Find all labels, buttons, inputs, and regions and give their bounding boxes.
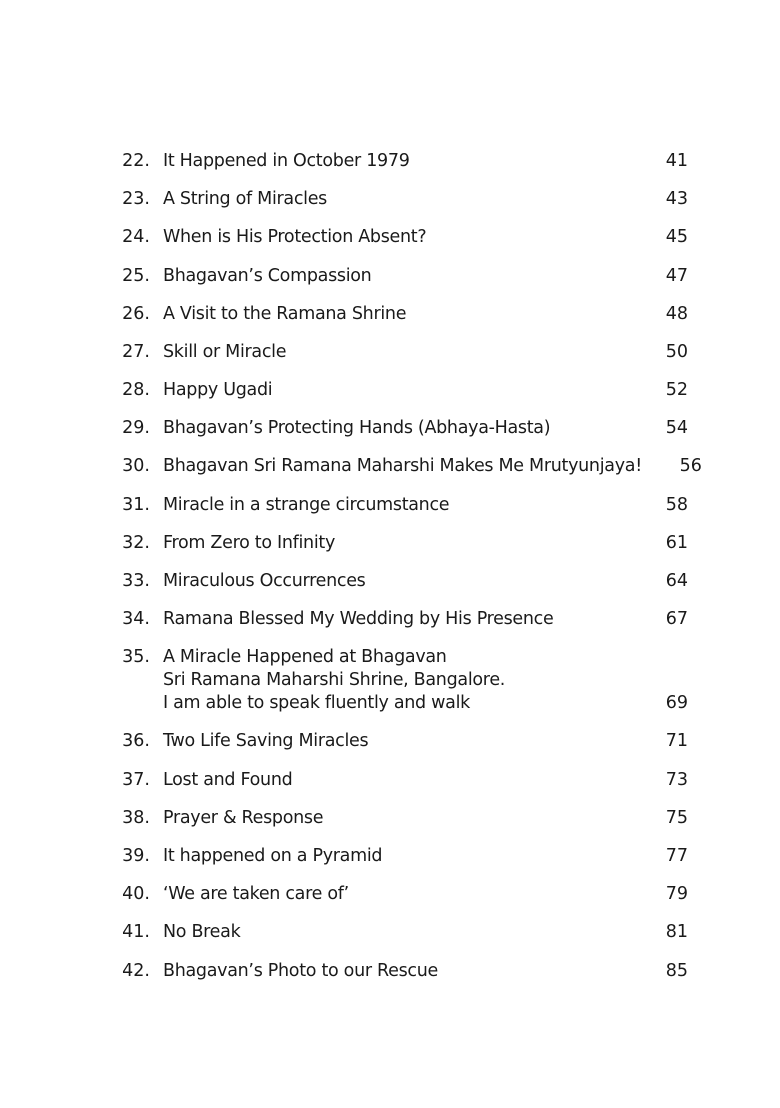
entry-number: 32. bbox=[122, 532, 150, 553]
entry-title: Two Life Saving Miracles bbox=[163, 731, 369, 752]
toc-entry: 33. Miraculous Occurrences 64 bbox=[100, 562, 688, 600]
toc-entry: 34. Ramana Blessed My Wedding by His Pres… bbox=[100, 600, 688, 638]
entry-page-number: 71 bbox=[665, 731, 688, 752]
toc-entry: 24. When is His Protection Absent? 45 bbox=[100, 218, 688, 256]
entry-number: 24. bbox=[122, 227, 150, 248]
entry-number: 38. bbox=[122, 807, 150, 828]
entry-title: A Visit to the Ramana Shrine bbox=[163, 303, 407, 324]
entry-title: Skill or Miracle bbox=[163, 341, 287, 362]
entry-title: Miraculous Occurrences bbox=[163, 571, 366, 592]
toc-entry: 25. Bhagavan’s Compassion 47 bbox=[100, 257, 688, 295]
entry-title: Bhagavan’s Compassion bbox=[163, 265, 372, 286]
entry-page-number: 75 bbox=[665, 807, 688, 828]
entry-page-number: 52 bbox=[665, 380, 688, 401]
entry-title: It happened on a Pyramid bbox=[163, 845, 383, 866]
toc-entry: 28. Happy Ugadi 52 bbox=[100, 371, 688, 409]
entry-number: 35. bbox=[122, 646, 150, 667]
entry-number: 31. bbox=[122, 494, 150, 515]
entry-number: 42. bbox=[122, 960, 150, 981]
toc-entry: 40. ‘We are taken care of’ 79 bbox=[100, 875, 688, 913]
entry-page-number: 67 bbox=[665, 609, 688, 630]
entry-number: 26. bbox=[122, 303, 150, 324]
entry-title: Miracle in a strange circumstance bbox=[163, 494, 450, 515]
entry-page-number: 77 bbox=[665, 845, 688, 866]
entry-page-number: 69 bbox=[665, 692, 688, 713]
entry-title: Lost and Found bbox=[163, 769, 293, 790]
toc-entry: 32. From Zero to Infinity 61 bbox=[100, 524, 688, 562]
entry-number: 28. bbox=[122, 380, 150, 401]
entry-number: 27. bbox=[122, 341, 150, 362]
entry-number: 22. bbox=[122, 150, 150, 171]
entry-title: Bhagavan Sri Ramana Maharshi Makes Me Mr… bbox=[163, 456, 642, 477]
entry-page-number: 43 bbox=[665, 189, 688, 210]
entry-title-line: Sri Ramana Maharshi Shrine, Bangalore. bbox=[163, 669, 506, 690]
entry-number: 25. bbox=[122, 265, 150, 286]
entry-number: 37. bbox=[122, 769, 150, 790]
toc-entry: 41. No Break 81 bbox=[100, 913, 688, 951]
toc-entry: 36. Two Life Saving Miracles 71 bbox=[100, 722, 688, 760]
entry-title: Happy Ugadi bbox=[163, 380, 273, 401]
entry-page-number: 48 bbox=[665, 303, 688, 324]
entry-page-number: 50 bbox=[665, 341, 688, 362]
entry-number: 23. bbox=[122, 189, 150, 210]
entry-page-number: 79 bbox=[665, 884, 688, 905]
entry-title: Prayer & Response bbox=[163, 807, 324, 828]
entry-number: 33. bbox=[122, 571, 150, 592]
entry-page-number: 85 bbox=[665, 960, 688, 981]
toc-entry: 26. A Visit to the Ramana Shrine 48 bbox=[100, 295, 688, 333]
entry-title: A Miracle Happened at Bhagavan Sri Ramana… bbox=[163, 638, 628, 722]
entry-title: A String of Miracles bbox=[163, 189, 328, 210]
entry-page-number: 81 bbox=[665, 922, 688, 943]
entry-number: 36. bbox=[122, 731, 150, 752]
entry-page-number: 73 bbox=[665, 769, 688, 790]
toc-entry: 39. It happened on a Pyramid 77 bbox=[100, 837, 688, 875]
entry-page-number: 47 bbox=[665, 265, 688, 286]
entry-title: Bhagavan’s Photo to our Rescue bbox=[163, 960, 438, 981]
entry-page-number: 58 bbox=[665, 494, 688, 515]
entry-title-line: I am able to speak fluently and walk bbox=[163, 692, 470, 713]
entry-number: 39. bbox=[122, 845, 150, 866]
toc-entry: 38. Prayer & Response 75 bbox=[100, 799, 688, 837]
entry-title: From Zero to Infinity bbox=[163, 532, 336, 553]
entry-number: 40. bbox=[122, 884, 150, 905]
entry-number: 41. bbox=[122, 922, 150, 943]
entry-page-number: 41 bbox=[665, 150, 688, 171]
entry-number: 34. bbox=[122, 609, 150, 630]
entry-title: ‘We are taken care of’ bbox=[163, 884, 349, 905]
toc-entry: 22. It Happened in October 1979 41 bbox=[100, 142, 688, 180]
toc-entry: 37. Lost and Found 73 bbox=[100, 761, 688, 799]
entry-title: It Happened in October 1979 bbox=[163, 150, 410, 171]
entry-number: 30. bbox=[122, 456, 150, 477]
entry-title: When is His Protection Absent? bbox=[163, 227, 427, 248]
toc-entry: 42. Bhagavan’s Photo to our Rescue 85 bbox=[100, 952, 688, 990]
entry-page-number: 56 bbox=[679, 456, 702, 477]
entry-page-number: 61 bbox=[665, 532, 688, 553]
entry-page-number: 64 bbox=[665, 571, 688, 592]
entry-page-number: 54 bbox=[665, 418, 688, 439]
toc-entry: 35. A Miracle Happened at Bhagavan Sri Ram… bbox=[100, 638, 688, 722]
toc-entry: 27. Skill or Miracle 50 bbox=[100, 333, 688, 371]
toc-entry: 23. A String of Miracles 43 bbox=[100, 180, 688, 218]
toc-entry: 30. Bhagavan Sri Ramana Maharshi Makes Me… bbox=[100, 448, 702, 486]
toc-entry: 29. Bhagavan’s Protecting Hands (Abhaya-H… bbox=[100, 409, 688, 447]
table-of-contents: 22. It Happened in October 1979 41 23. A Str… bbox=[100, 142, 702, 990]
entry-number: 29. bbox=[122, 418, 150, 439]
entry-title: Bhagavan’s Protecting Hands (Abhaya-Hast… bbox=[163, 418, 551, 439]
entry-page-number: 45 bbox=[665, 227, 688, 248]
entry-title: Ramana Blessed My Wedding by His Presenc… bbox=[163, 609, 554, 630]
entry-title-line: A Miracle Happened at Bhagavan bbox=[163, 646, 447, 667]
toc-entry: 31. Miracle in a strange circumstance 58 bbox=[100, 486, 688, 524]
entry-title: No Break bbox=[163, 922, 241, 943]
